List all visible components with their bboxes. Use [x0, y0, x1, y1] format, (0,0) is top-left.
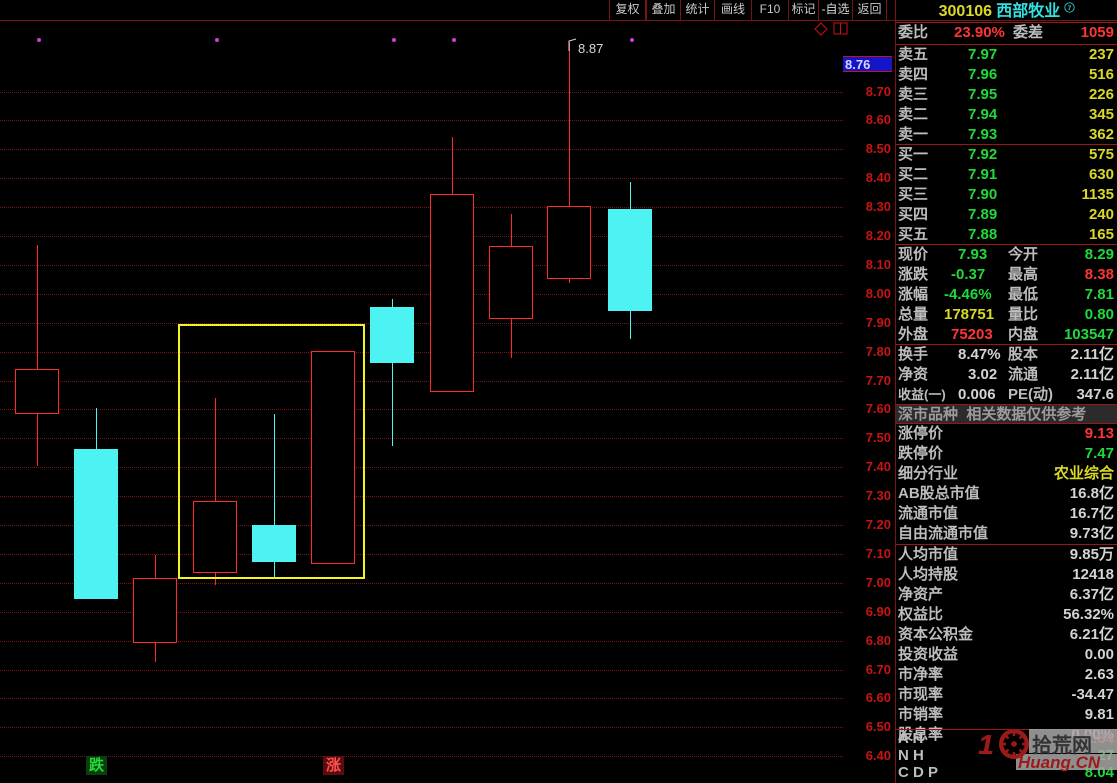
- svg-text:7: 7: [1068, 5, 1072, 12]
